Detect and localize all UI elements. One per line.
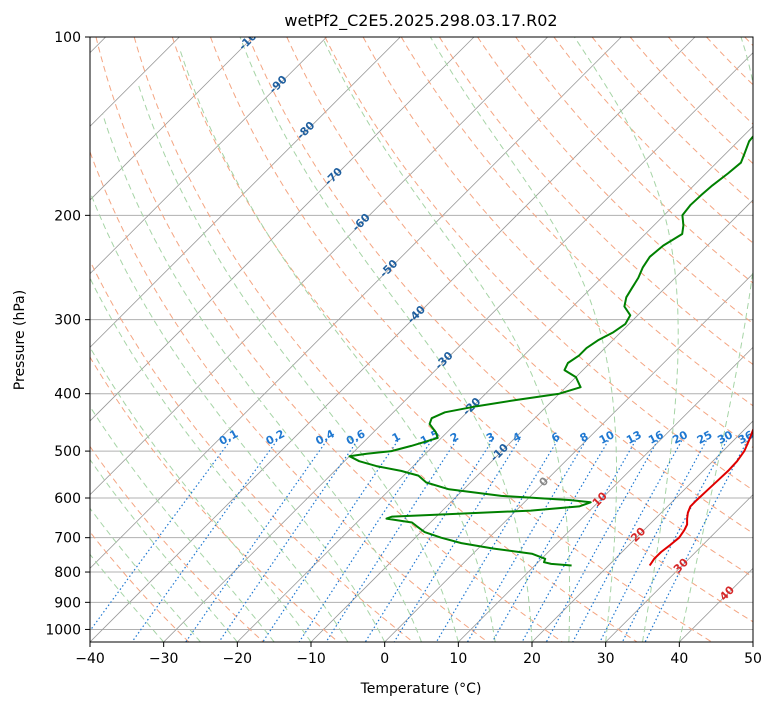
y-tick-label: 400 — [54, 387, 81, 403]
mixing-ratio-line — [218, 440, 358, 642]
x-tick-label: −10 — [296, 651, 326, 667]
x-axis-label: Temperature (°C) — [360, 681, 482, 697]
isotherm-line — [90, 37, 622, 569]
x-tick-label: −20 — [223, 651, 253, 667]
y-axis-ticks: 100 200 300 400 500 600 700 800 900 1000 — [45, 30, 90, 638]
x-tick-label: −30 — [149, 651, 179, 667]
temperature-profile — [648, 427, 753, 567]
isotherm-line — [90, 37, 548, 496]
isotherm-line — [90, 37, 327, 275]
mixing-ratio-line — [90, 440, 231, 632]
moist-adiabat-line — [573, 37, 679, 642]
mixing-ratio-line — [298, 440, 432, 642]
isotherm-line — [90, 37, 254, 201]
moist-adiabat-line — [90, 276, 349, 642]
mixing-ratio-lines — [90, 440, 748, 642]
mixing-ratio-label: 20 — [670, 428, 690, 447]
mixing-ratio-line — [262, 440, 399, 642]
dry-adiabat-line — [95, 37, 563, 642]
y-tick-label: 100 — [54, 30, 81, 46]
y-tick-label: 500 — [54, 444, 81, 460]
isotherm-line — [458, 346, 753, 642]
moist-adiabat-line — [90, 405, 275, 642]
isotherm-line — [384, 273, 753, 642]
mixing-ratio-label: 25 — [695, 428, 715, 447]
y-tick-label: 700 — [54, 531, 81, 547]
x-tick-label: 50 — [744, 651, 762, 667]
dry-adiabat-line — [591, 37, 753, 204]
isotherm-line — [531, 420, 753, 642]
plot-frame — [89, 36, 754, 643]
dry-adiabat-line — [90, 445, 264, 642]
isotherm-line — [237, 125, 753, 642]
x-tick-label: 30 — [597, 651, 615, 667]
plot-background — [90, 37, 753, 642]
mixing-ratio-label: 30 — [715, 428, 735, 447]
dry-adiabat-line — [248, 37, 753, 578]
y-tick-label: 1000 — [45, 622, 81, 638]
dry-adiabat-line — [90, 259, 414, 642]
mixing-ratio-line — [545, 440, 659, 642]
moist-adiabat-line — [90, 190, 386, 642]
dewpoint-profile — [348, 135, 753, 567]
moist-adiabats — [90, 37, 753, 642]
moist-adiabat-line — [102, 114, 422, 642]
y-tick-label: 600 — [54, 491, 81, 507]
isotherm-line — [90, 37, 401, 348]
x-axis-ticks: −40 −30 −20 −10 0 10 20 30 40 50 — [75, 642, 762, 667]
plot-area: 0.1 0.2 0.4 0.6 1 1.5 2 3 4 6 8 10 13 16 20 25 30 36-100-… — [90, 37, 753, 642]
y-axis-label: Pressure (hPa) — [12, 290, 28, 390]
y-tick-label: 800 — [54, 565, 81, 581]
y-tick-label: 200 — [54, 208, 81, 224]
dry-adiabat-line — [400, 37, 753, 407]
mixing-ratio-line — [644, 440, 748, 642]
moist-adiabat-line — [321, 37, 571, 642]
moist-adiabat-line — [429, 37, 617, 642]
mixing-ratio-line — [185, 440, 328, 642]
chart-title: wetPf2_C2E5.2025.298.03.17.R02 — [284, 11, 557, 31]
mixing-ratio-label: 16 — [646, 428, 666, 447]
dry-adiabat-line — [210, 37, 753, 623]
mixing-ratio-line — [131, 440, 278, 642]
x-tick-label: 0 — [380, 651, 389, 667]
x-tick-label: 20 — [523, 651, 541, 667]
mixing-ratio-line — [435, 440, 558, 642]
moist-adiabat-line — [90, 346, 312, 642]
isotherm-line — [605, 494, 753, 642]
dry-adiabat-line — [362, 37, 753, 449]
dry-adiabat-line — [90, 356, 339, 642]
dry-adiabat-line — [286, 37, 753, 534]
dry-adiabats — [90, 37, 753, 642]
x-tick-label: 40 — [670, 651, 688, 667]
moist-adiabat-line — [90, 507, 201, 642]
dry-adiabat-line — [438, 37, 753, 366]
dry-adiabat-line — [553, 37, 753, 244]
dry-adiabat-line — [324, 37, 753, 491]
isotherm-line — [163, 52, 753, 642]
dry-adiabat-line — [133, 37, 638, 642]
moist-adiabat-line — [90, 553, 165, 642]
x-tick-label: 10 — [449, 651, 467, 667]
mixing-ratio-line — [325, 440, 457, 642]
isotherm-grid — [90, 37, 753, 642]
mixing-ratio-label: 13 — [624, 428, 644, 447]
dry-adiabat-line — [171, 37, 712, 642]
moist-adiabat-line — [678, 37, 753, 642]
mixing-ratio-line — [491, 440, 609, 642]
y-tick-label: 300 — [54, 313, 81, 329]
isotherm-line — [90, 37, 475, 422]
x-tick-label: −40 — [75, 651, 105, 667]
moist-adiabat-line — [137, 83, 459, 642]
mixing-ratio-line — [621, 440, 728, 642]
mixing-ratio-label: 10 — [597, 428, 617, 447]
mixing-ratio-line — [466, 440, 587, 642]
moist-adiabat-line — [239, 37, 533, 642]
mixing-ratio-line — [521, 440, 637, 642]
y-tick-label: 900 — [54, 595, 81, 611]
